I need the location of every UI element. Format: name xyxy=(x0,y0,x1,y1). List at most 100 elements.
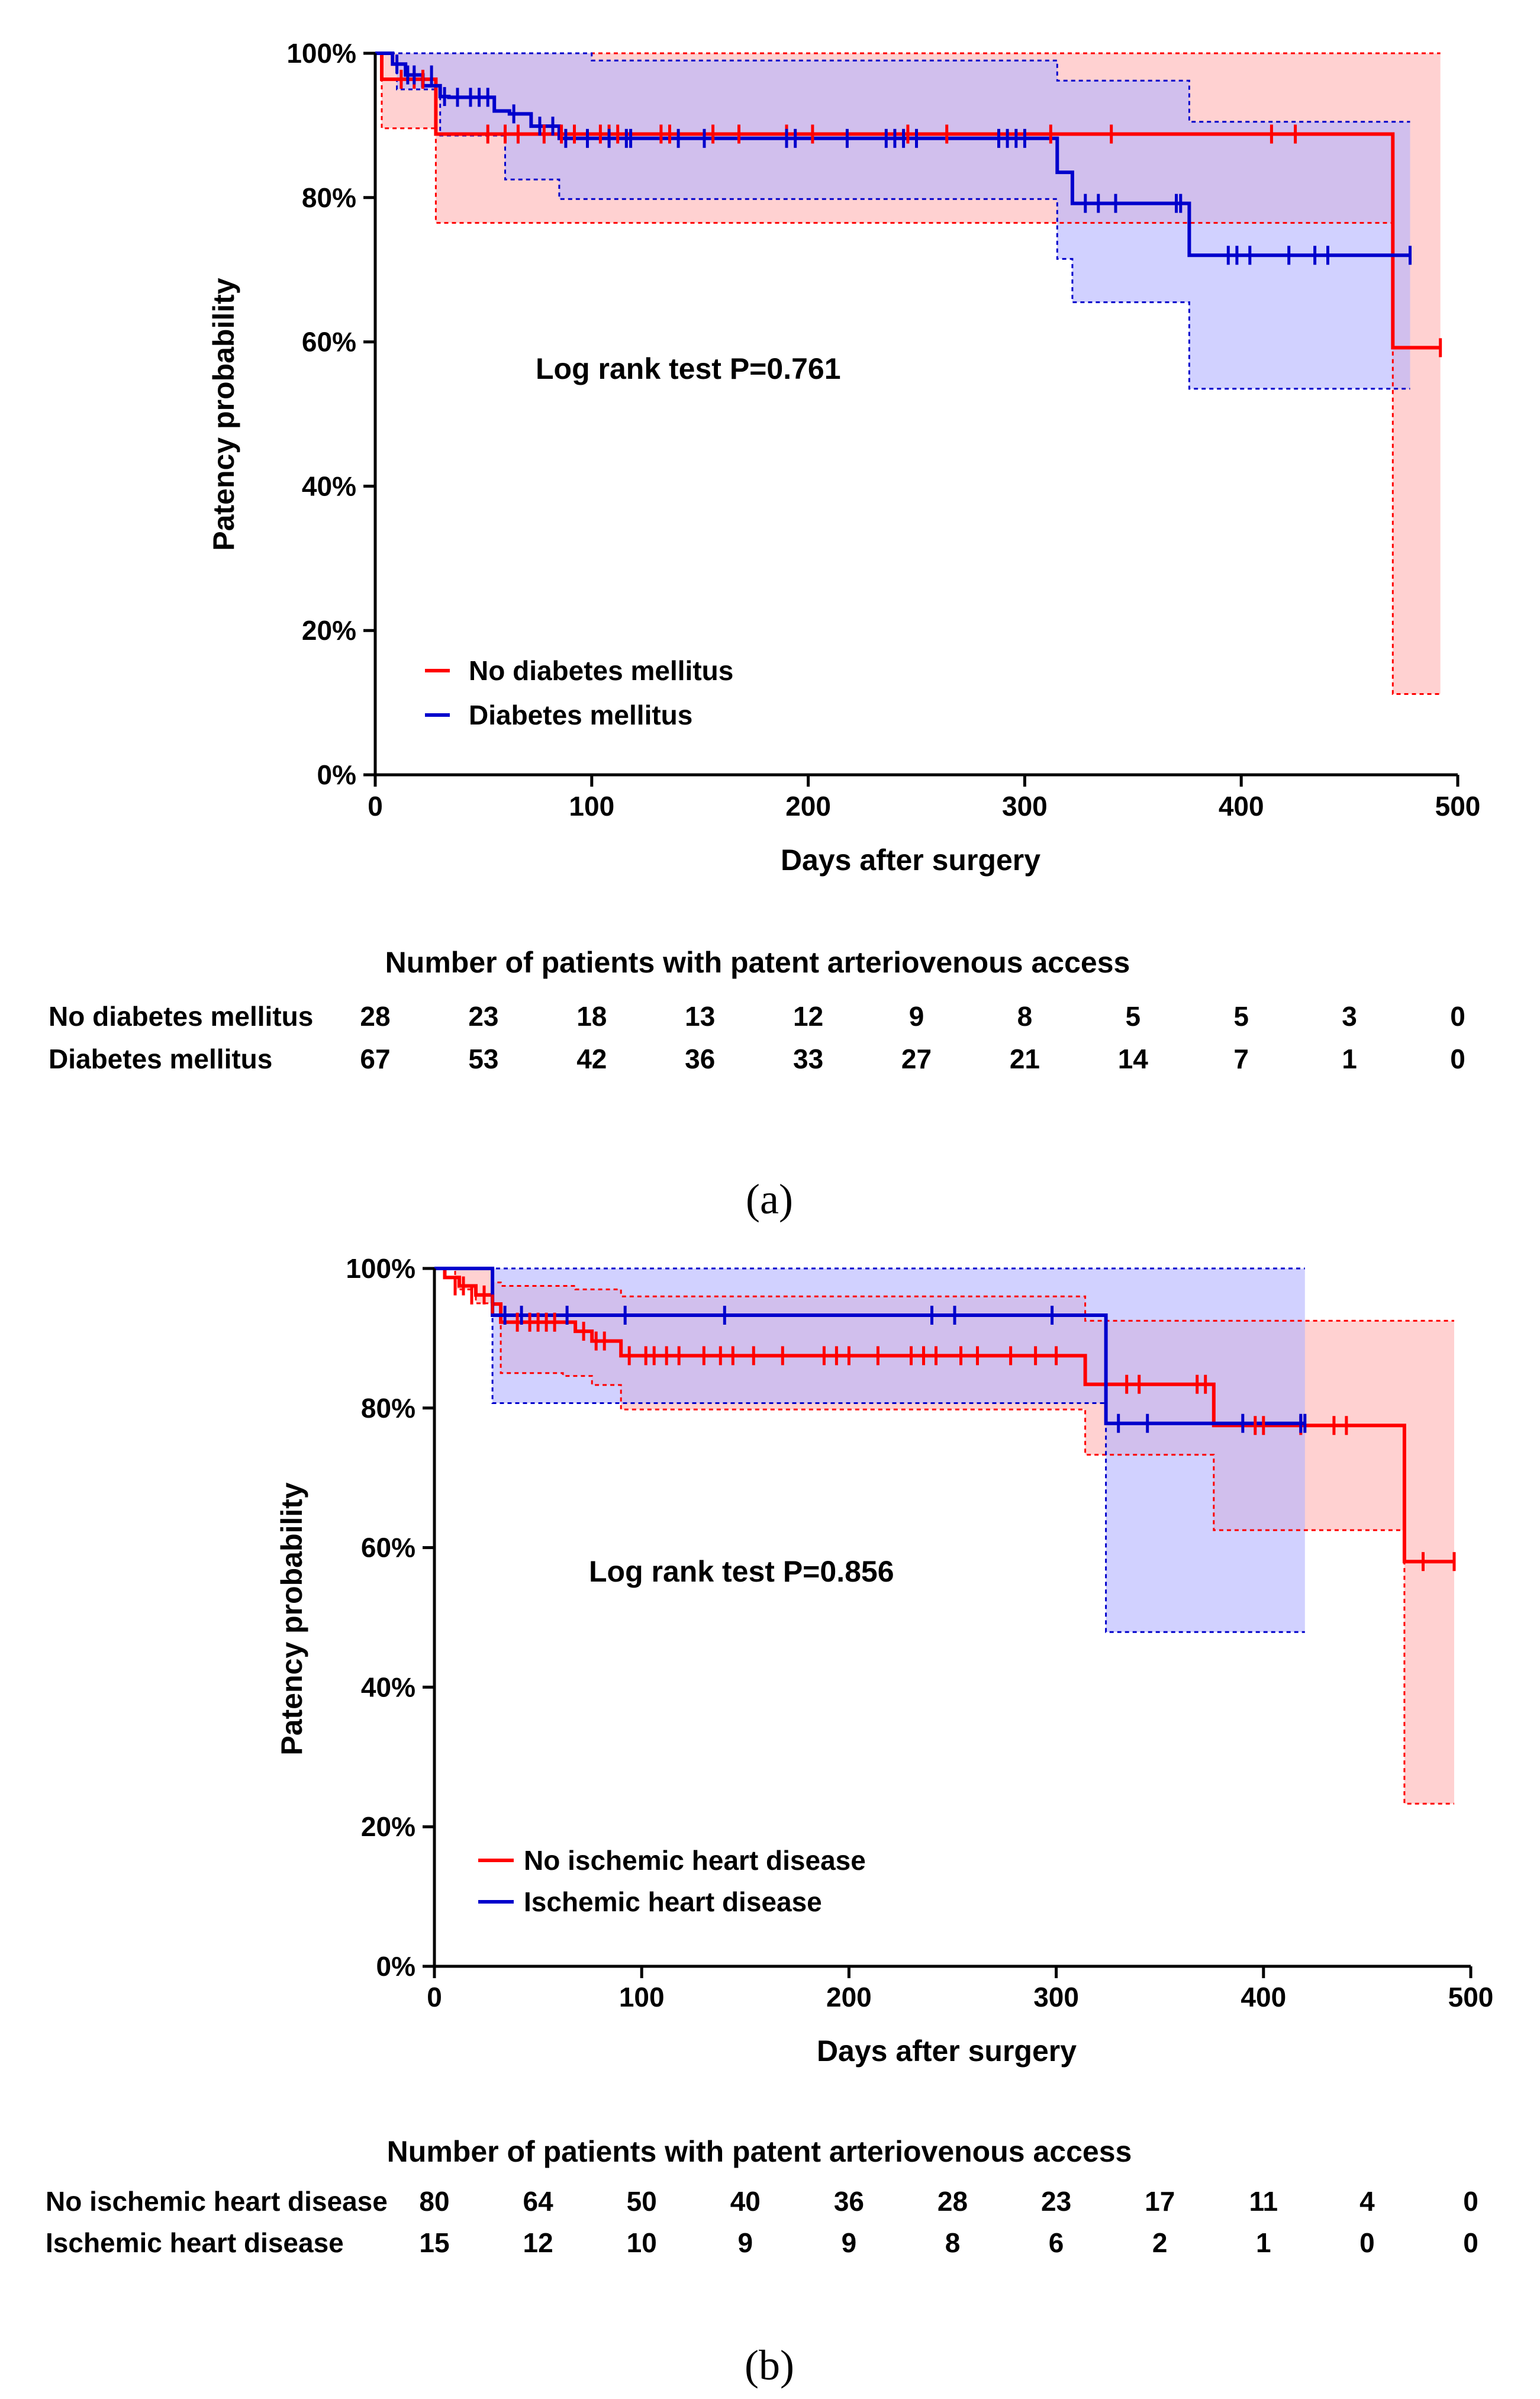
x-tick-label: 400 xyxy=(1219,791,1264,822)
risk-count: 28 xyxy=(360,1001,390,1032)
risk-count: 36 xyxy=(834,2186,864,2217)
y-tick-label: 0% xyxy=(317,759,356,790)
risk-count: 8 xyxy=(945,2227,961,2258)
survival-curve-0 xyxy=(434,1267,1454,1564)
risk-count: 0 xyxy=(1463,2186,1478,2217)
risk-count: 40 xyxy=(730,2186,761,2217)
x-tick-label: 100 xyxy=(619,1982,665,2012)
legend: No ischemic heart disease Ischemic heart … xyxy=(478,1845,866,1917)
risk-count: 5 xyxy=(1126,1001,1141,1032)
panel-caption: (a) xyxy=(746,1176,793,1223)
risk-count: 9 xyxy=(738,2227,753,2258)
x-tick-label: 0 xyxy=(427,1982,442,2012)
risk-count: 2 xyxy=(1152,2227,1168,2258)
y-tick-label: 40% xyxy=(361,1672,415,1702)
y-axis-title: Patency probability xyxy=(275,1482,308,1755)
y-axis-title: Patency probability xyxy=(207,278,240,550)
x-tick-label: 200 xyxy=(826,1982,872,2012)
risk-table-title: Number of patients with patent arteriove… xyxy=(387,2135,1132,2168)
risk-count: 11 xyxy=(1249,2186,1278,2217)
y-tick-label: 80% xyxy=(302,182,356,213)
risk-count: 9 xyxy=(842,2227,857,2258)
risk-count: 18 xyxy=(576,1001,607,1032)
risk-count: 5 xyxy=(1233,1001,1249,1032)
ci-upper-line-1 xyxy=(375,52,1410,123)
risk-row-label: Ischemic heart disease xyxy=(46,2227,344,2258)
x-tick-label: 0 xyxy=(368,791,383,822)
risk-row-label: No diabetes mellitus xyxy=(49,1001,313,1032)
risk-count: 50 xyxy=(627,2186,657,2217)
risk-count: 21 xyxy=(1010,1044,1040,1074)
risk-count: 0 xyxy=(1450,1044,1465,1074)
legend: No diabetes mellitus Diabetes mellitus xyxy=(425,655,733,730)
risk-count: 0 xyxy=(1463,2227,1478,2258)
x-tick-label: 400 xyxy=(1241,1982,1286,2012)
risk-table-title: Number of patients with patent arteriove… xyxy=(385,946,1130,979)
legend-label-0: No diabetes mellitus xyxy=(469,655,733,686)
risk-count: 33 xyxy=(793,1044,823,1074)
survival-curve-1 xyxy=(434,1267,1305,1425)
risk-count: 1 xyxy=(1256,2227,1271,2258)
risk-count: 23 xyxy=(468,1001,498,1032)
y-tick-label: 100% xyxy=(346,1253,415,1284)
risk-row-label: No ischemic heart disease xyxy=(46,2186,388,2217)
risk-count: 42 xyxy=(576,1044,607,1074)
risk-count: 12 xyxy=(523,2227,553,2258)
x-tick-label: 500 xyxy=(1435,791,1481,822)
y-tick-label: 80% xyxy=(361,1393,415,1424)
x-tick-label: 300 xyxy=(1002,791,1048,822)
log-rank-annotation: Log rank test P=0.856 xyxy=(589,1555,894,1588)
risk-count: 0 xyxy=(1359,2227,1375,2258)
risk-count: 67 xyxy=(360,1044,390,1074)
x-axis-title: Days after surgery xyxy=(817,2034,1077,2068)
risk-count: 6 xyxy=(1049,2227,1064,2258)
risk-table: Number of patients with patent arteriove… xyxy=(46,2135,1478,2258)
x-tick-label: 300 xyxy=(1033,1982,1079,2012)
risk-count: 80 xyxy=(419,2186,449,2217)
y-tick-label: 20% xyxy=(361,1811,415,1842)
panel-caption: (b) xyxy=(745,2342,794,2389)
survival-curve-0 xyxy=(375,51,1441,350)
log-rank-annotation: Log rank test P=0.761 xyxy=(536,352,841,385)
risk-count: 64 xyxy=(523,2186,554,2217)
risk-count: 36 xyxy=(685,1044,715,1074)
risk-count: 9 xyxy=(909,1001,924,1032)
ci-band-1 xyxy=(434,1268,1305,1632)
y-tick-label: 100% xyxy=(286,38,356,69)
y-tick-label: 40% xyxy=(302,471,356,501)
survival-curve-1 xyxy=(375,51,1410,257)
x-axis-title: Days after surgery xyxy=(781,843,1040,877)
risk-count: 15 xyxy=(419,2227,449,2258)
risk-count: 0 xyxy=(1450,1001,1465,1032)
risk-count: 12 xyxy=(793,1001,823,1032)
risk-count: 1 xyxy=(1342,1044,1357,1074)
risk-count: 17 xyxy=(1145,2186,1175,2217)
risk-count: 14 xyxy=(1118,1044,1149,1074)
y-tick-label: 20% xyxy=(302,615,356,646)
y-tick-label: 60% xyxy=(302,327,356,358)
legend-label-1: Ischemic heart disease xyxy=(524,1886,822,1917)
x-tick-label: 100 xyxy=(569,791,614,822)
risk-count: 3 xyxy=(1342,1001,1357,1032)
risk-count: 27 xyxy=(901,1044,932,1074)
risk-count: 4 xyxy=(1359,2186,1375,2217)
risk-count: 8 xyxy=(1017,1001,1033,1032)
legend-label-1: Diabetes mellitus xyxy=(469,700,692,730)
risk-count: 7 xyxy=(1233,1044,1249,1074)
risk-count: 13 xyxy=(685,1001,715,1032)
ci-lower-line-1 xyxy=(375,52,1410,390)
risk-count: 28 xyxy=(937,2186,968,2217)
legend-label-0: No ischemic heart disease xyxy=(524,1845,866,1876)
x-tick-label: 500 xyxy=(1448,1982,1494,2012)
risk-row-label: Diabetes mellitus xyxy=(49,1044,272,1074)
risk-count: 23 xyxy=(1041,2186,1071,2217)
risk-count: 10 xyxy=(627,2227,657,2258)
risk-table: Number of patients with patent arteriove… xyxy=(49,946,1465,1074)
x-tick-label: 200 xyxy=(785,791,831,822)
y-tick-label: 60% xyxy=(361,1532,415,1563)
risk-count: 53 xyxy=(468,1044,498,1074)
y-tick-label: 0% xyxy=(376,1951,415,1982)
